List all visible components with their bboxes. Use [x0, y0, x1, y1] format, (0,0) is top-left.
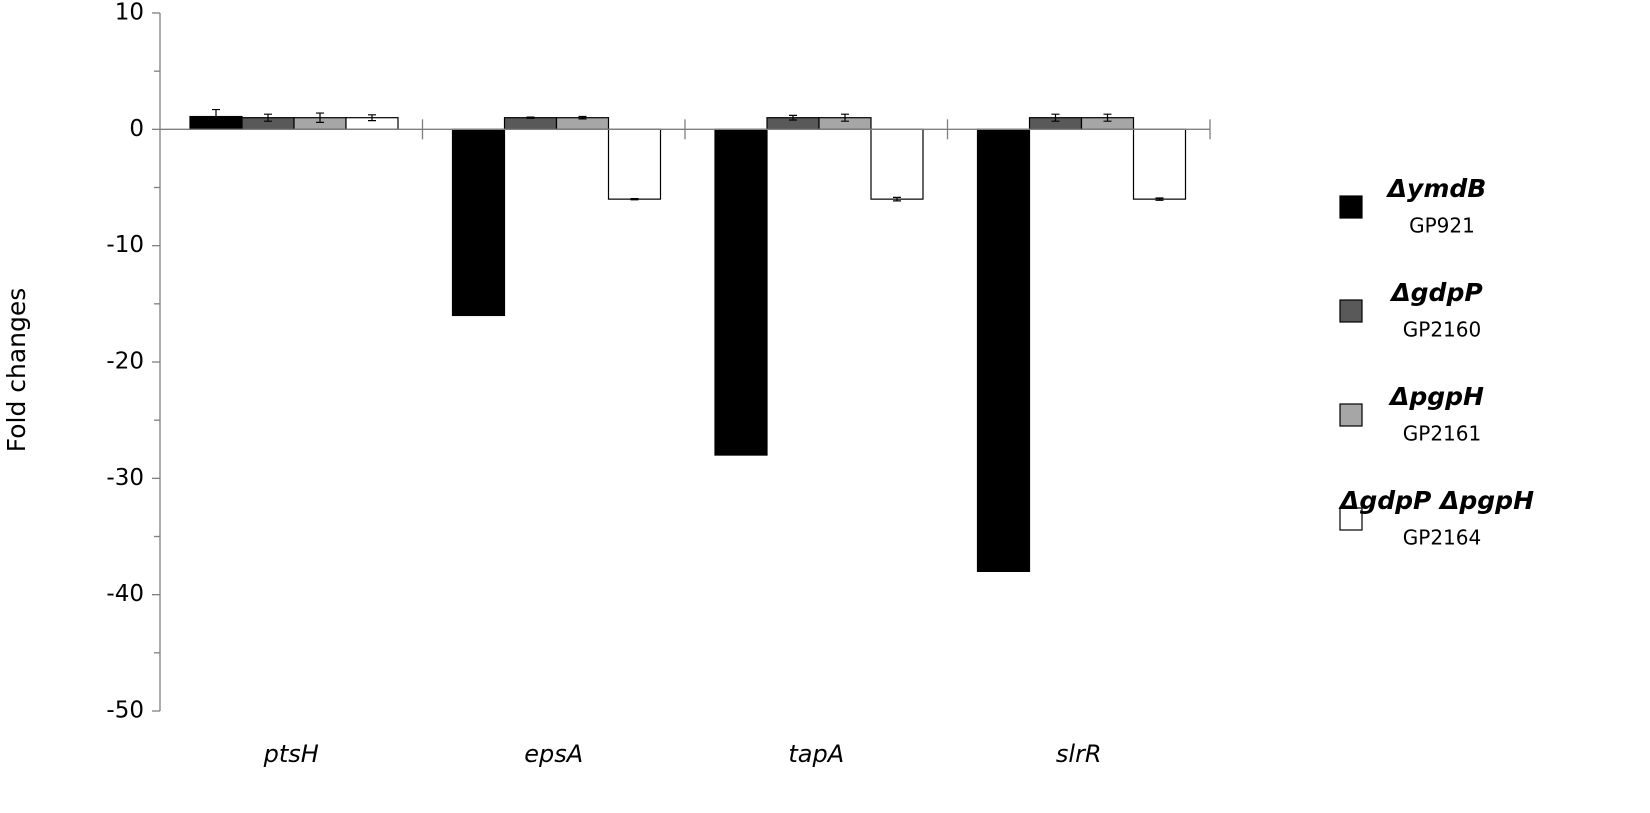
error-bar — [1103, 113, 1112, 122]
bar — [870, 128, 924, 200]
error-bar — [368, 114, 376, 122]
error-bar — [841, 113, 849, 122]
legend-swatch — [1339, 403, 1363, 427]
legend-label: ΔymdB — [1386, 174, 1487, 203]
error-bar — [1155, 197, 1164, 201]
error-bar — [789, 114, 797, 121]
y-tick-label: -50 — [106, 698, 144, 724]
y-tick-label: -10 — [106, 232, 144, 258]
legend-strain: GP2164 — [1403, 526, 1481, 550]
y-tick-label: 10 — [115, 0, 144, 26]
bar — [451, 128, 506, 317]
x-tick-label: epsA — [524, 740, 583, 768]
legend-label: ΔgdpP ΔpgpH — [1338, 486, 1534, 515]
x-tick-label: slrR — [1056, 740, 1102, 768]
error-bar — [316, 112, 324, 123]
error-bar — [1051, 113, 1060, 122]
x-tick-label: ptsH — [263, 740, 319, 768]
legend-swatch — [1339, 507, 1363, 531]
error-bar — [630, 197, 639, 201]
legend-label: ΔgdpP — [1389, 278, 1482, 307]
legend-label: ΔpgpH — [1388, 382, 1484, 411]
y-tick-label: -20 — [106, 349, 144, 375]
bar — [607, 128, 662, 200]
bar — [976, 128, 1031, 573]
legend-strain: GP2161 — [1403, 422, 1481, 446]
legend-swatch — [1339, 299, 1363, 323]
y-tick-label: 0 — [129, 116, 144, 142]
legend-swatch — [1339, 195, 1363, 219]
legend-strain: GP2160 — [1403, 318, 1481, 342]
error-bar — [526, 116, 535, 119]
error-bar — [212, 108, 220, 125]
y-tick-label: -30 — [106, 465, 144, 491]
legend-strain: GP921 — [1409, 214, 1475, 238]
y-tick-label: -40 — [106, 581, 144, 607]
bar — [503, 117, 558, 130]
y-axis-label: Fold changes — [2, 288, 31, 453]
error-bar — [893, 196, 901, 202]
bar — [1132, 128, 1187, 200]
bar — [714, 128, 768, 456]
error-bar — [264, 113, 272, 122]
x-tick-label: tapA — [788, 740, 844, 768]
error-bar — [578, 115, 587, 120]
